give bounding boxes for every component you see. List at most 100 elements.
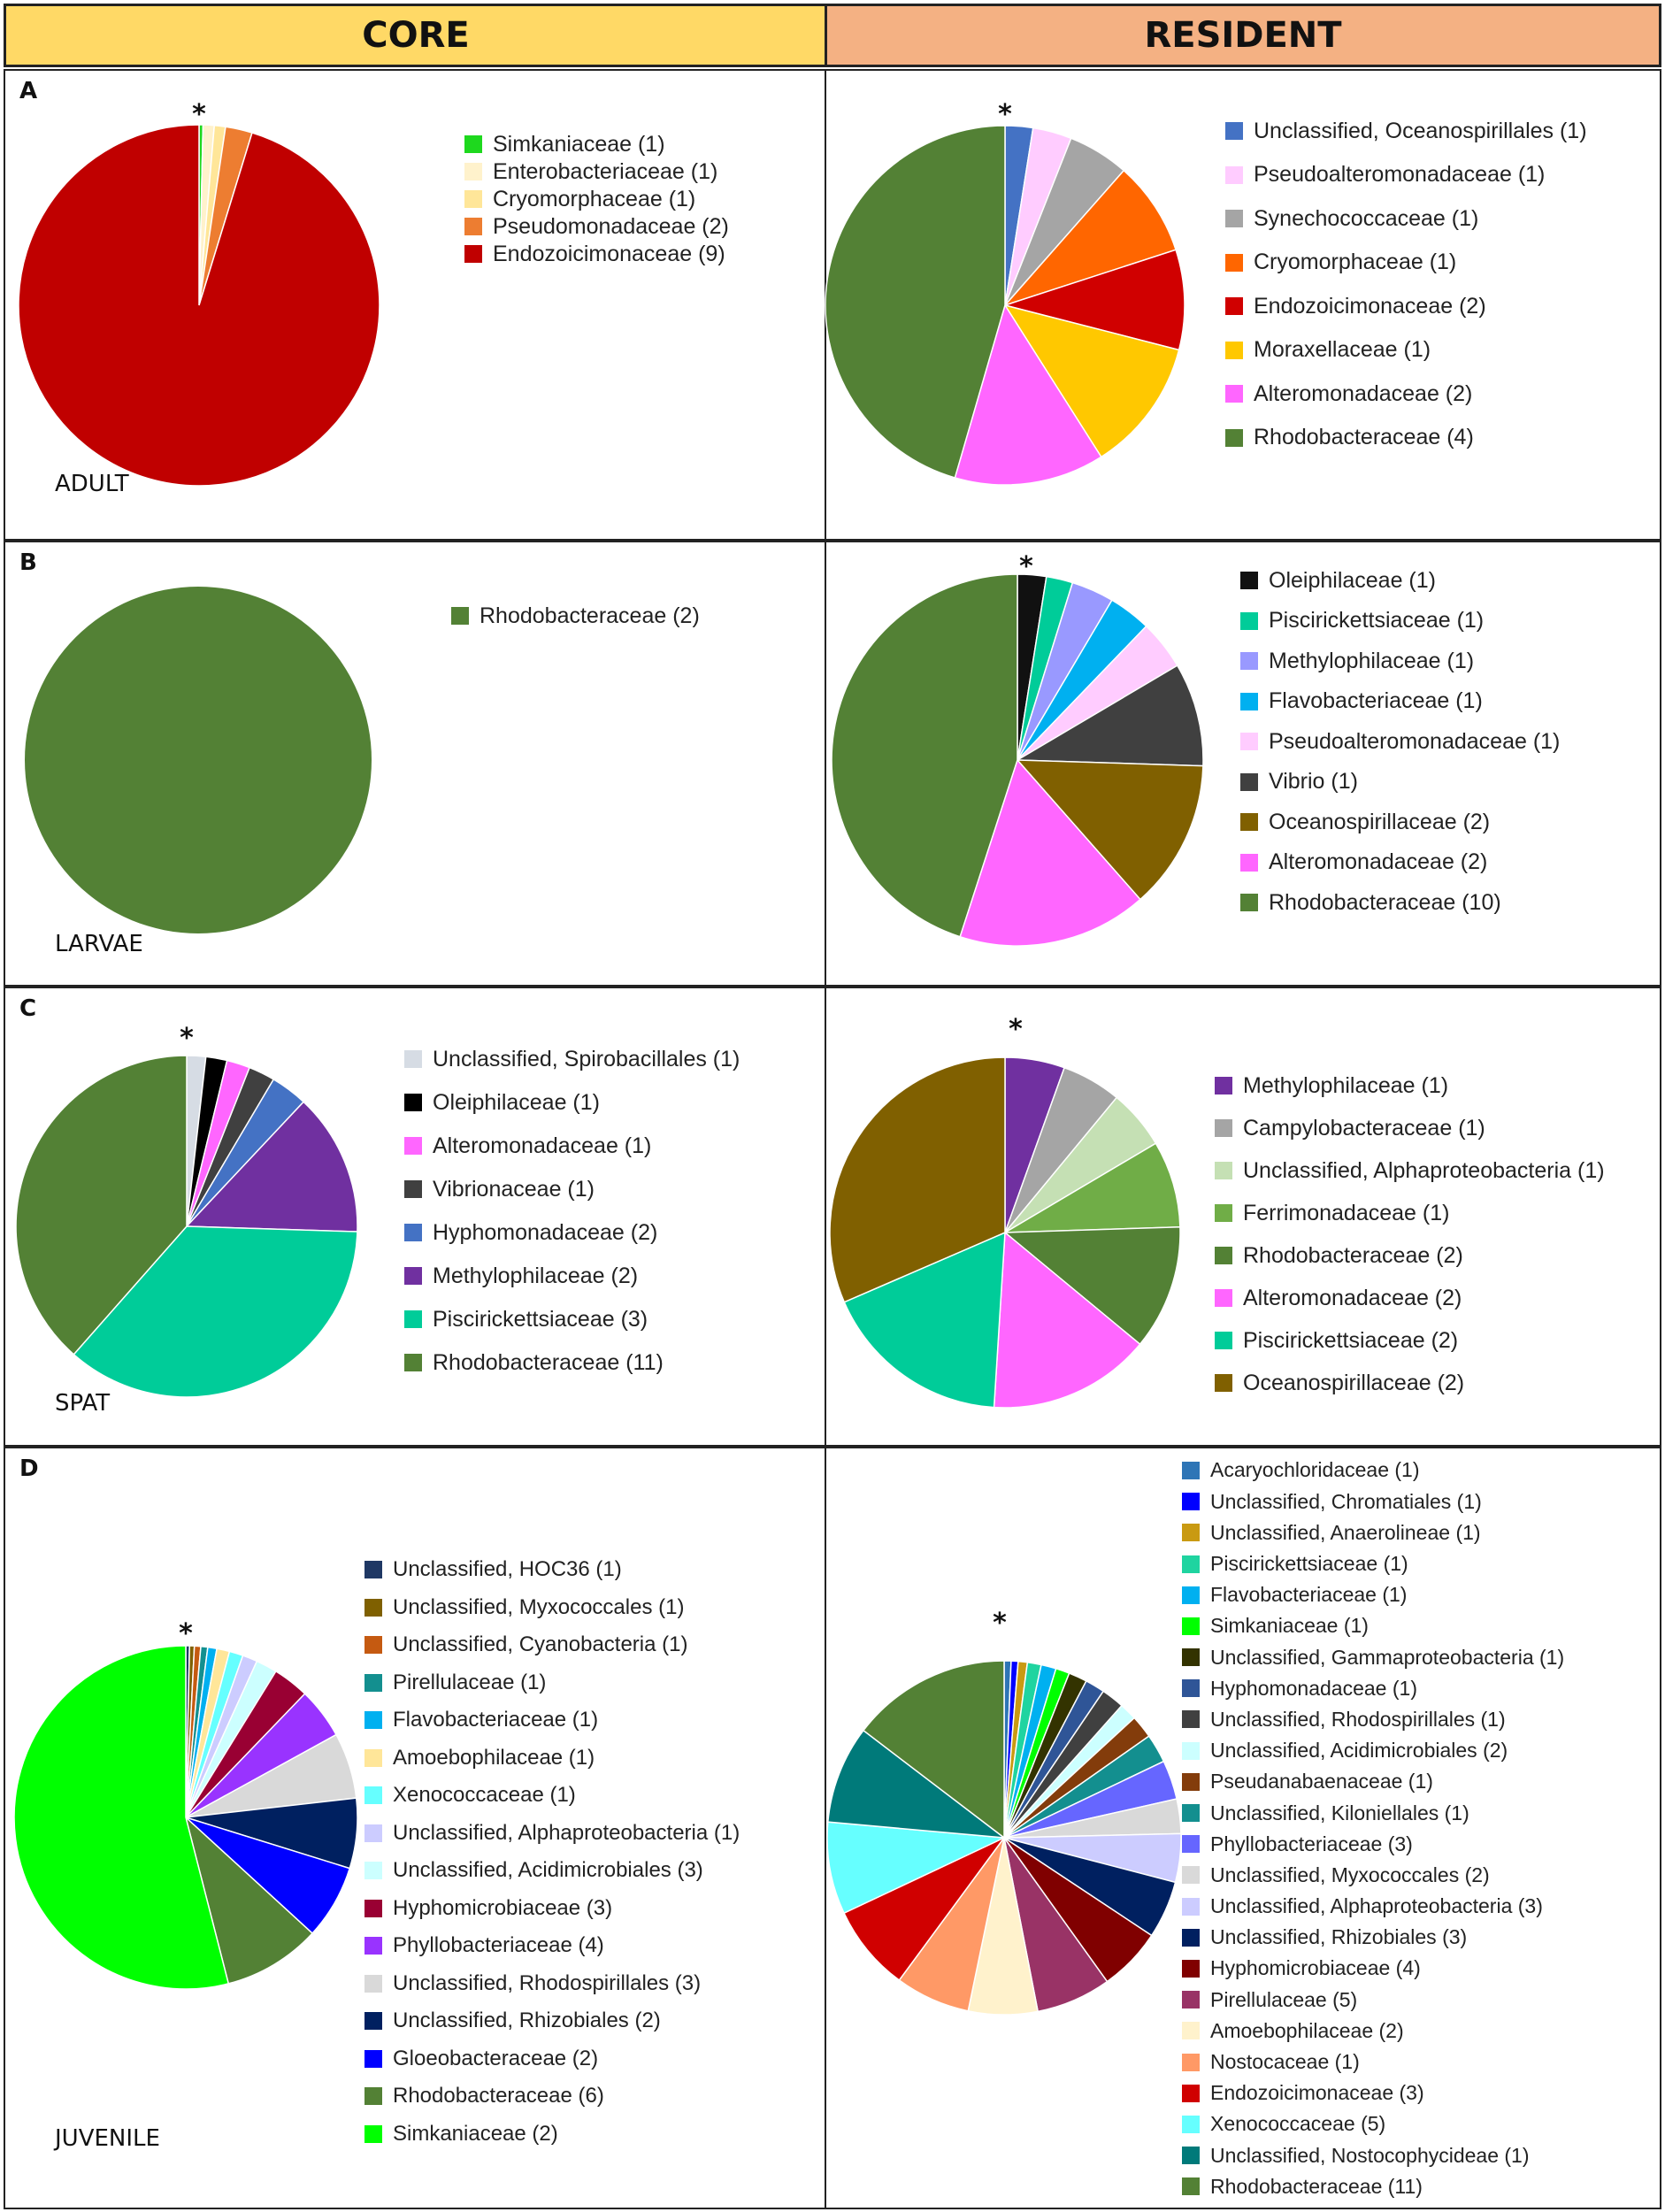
legend-item: Rhodobacteraceae (2) (1215, 1234, 1605, 1277)
legend-item: Phyllobacteriaceae (4) (364, 1927, 740, 1965)
panel-letter: D (19, 1455, 39, 1482)
legend-item: Ferrimonadaceae (1) (1215, 1192, 1605, 1234)
pie-slice (1002, 1226, 1181, 1346)
legend-swatch (364, 1786, 382, 1804)
legend-item: Unclassified, Spirobacillales (1) (404, 1038, 740, 1081)
legend-label: Rhodobacteraceae (4) (1254, 425, 1474, 449)
legend-item: Unclassified, Nostocophycideae (1) (1182, 2140, 1564, 2171)
core-header: CORE (4, 4, 828, 67)
legend-label: Rhodobacteraceae (11) (433, 1349, 664, 1375)
legend-item: Unclassified, Myxococcales (2) (1182, 1860, 1564, 1891)
legend-item: Piscirickettsiaceae (2) (1215, 1319, 1605, 1362)
legend-item: Rhodobacteraceae (10) (1240, 882, 1560, 923)
legend-swatch (364, 1899, 382, 1917)
legend-item: Oceanospirillaceae (2) (1240, 802, 1560, 842)
legend-label: Campylobacteraceae (1) (1243, 1115, 1485, 1141)
legend-swatch (1182, 1710, 1200, 1729)
legend-swatch (1240, 853, 1258, 872)
pie-slice (1003, 303, 1180, 458)
pie-slice (843, 1231, 1006, 1409)
legend-item: Unclassified, Alphaproteobacteria (1) (1215, 1149, 1605, 1192)
pie-b-res: * (831, 551, 1204, 947)
legend-label: Phyllobacteriaceae (3) (1210, 1832, 1413, 1855)
legend-swatch (404, 1050, 422, 1068)
legend-swatch (1182, 1524, 1200, 1542)
panel-c-res (825, 987, 1661, 1447)
legend-swatch (1215, 1119, 1232, 1137)
legend-label: Piscirickettsiaceae (2) (1243, 1327, 1459, 1353)
legend-item: Piscirickettsiaceae (1) (1240, 601, 1560, 641)
legend-item: Unclassified, Kiloniellales (1) (1182, 1797, 1564, 1828)
legend-item: Vibrionaceae (1) (404, 1168, 740, 1211)
legend-swatch (1182, 1648, 1200, 1667)
legend-label: Flavobacteriaceae (1) (1210, 1583, 1408, 1607)
legend-item: Rhodobacteraceae (11) (404, 1341, 740, 1385)
legend-item: Unclassified, Anaerolineae (1) (1182, 1517, 1564, 1548)
legend-label: Unclassified, Rhizobiales (3) (1210, 1925, 1468, 1949)
legend-label: Rhodobacteraceae (11) (1210, 2174, 1423, 2198)
legend-b-res: Oleiphilaceae (1) Piscirickettsiaceae (1)… (1240, 560, 1560, 923)
stage-label: LARVAE (55, 931, 143, 957)
legend-item: Unclassified, Rhizobiales (3) (1182, 1922, 1564, 1953)
legend-item: Flavobacteriaceae (1) (364, 1701, 740, 1740)
legend-swatch (364, 1561, 382, 1578)
legend-swatch (1215, 1162, 1232, 1179)
legend-swatch (404, 1310, 422, 1328)
legend-swatch (464, 245, 482, 263)
legend-swatch (1182, 1991, 1200, 2009)
legend-label: Ferrimonadaceae (1) (1243, 1200, 1450, 1225)
legend-swatch (1215, 1247, 1232, 1264)
legend-item: Rhodobacteraceae (11) (1182, 2171, 1564, 2202)
legend-swatch (404, 1267, 422, 1285)
legend-swatch (404, 1094, 422, 1111)
legend-item: Gloeobacteraceae (2) (364, 2039, 740, 2078)
asterisk-marker: * (998, 99, 1012, 130)
legend-item: Xenococcaceae (5) (1182, 2108, 1564, 2139)
legend-item: Pseudanabaenaceae (1) (1182, 1766, 1564, 1797)
legend-item: Simkaniaceae (1) (464, 131, 729, 158)
legend-swatch (1240, 611, 1258, 630)
pie-slice (73, 1225, 358, 1398)
pie-slice (25, 587, 372, 933)
legend-swatch (1182, 1555, 1200, 1573)
stage-label: JUVENILE (55, 2125, 160, 2152)
legend-swatch (364, 2049, 382, 2068)
legend-label: Simkaniaceae (1) (493, 131, 665, 157)
pie-slice (843, 1837, 1005, 1982)
legend-swatch (1182, 2084, 1200, 2102)
legend-swatch (364, 2012, 382, 2030)
pie-slice (184, 1815, 314, 1985)
pie-d-core: * (13, 1618, 358, 1990)
legend-swatch (1215, 1374, 1232, 1392)
legend-swatch (364, 1824, 382, 1842)
legend-label: Unclassified, Myxococcales (1) (393, 1594, 685, 1619)
pie-slice (185, 1101, 358, 1233)
legend-item: Unclassified, HOC36 (1) (364, 1551, 740, 1589)
legend-swatch (1215, 1204, 1232, 1222)
legend-label: Flavobacteriaceae (1) (393, 1708, 599, 1732)
legend-swatch (1182, 2022, 1200, 2040)
legend-item: Unclassified, Alphaproteobacteria (3) (1182, 1891, 1564, 1922)
panel-letter: A (19, 78, 38, 104)
legend-swatch (1182, 2115, 1200, 2133)
legend-item: Oleiphilaceae (1) (1240, 560, 1560, 601)
legend-swatch (1225, 297, 1243, 315)
legend-label: Unclassified, Rhodospirillales (3) (393, 1970, 702, 1995)
legend-swatch (1182, 1959, 1200, 1978)
legend-label: Unclassified, Oceanospirillales (1) (1254, 118, 1587, 143)
legend-swatch (1182, 1928, 1200, 1947)
panel-letter: B (19, 549, 37, 576)
legend-a-res: Unclassified, Oceanospirillales (1) Pseud… (1225, 109, 1587, 459)
legend-swatch (1215, 1289, 1232, 1307)
legend-label: Nostocaceae (1) (1210, 2050, 1360, 2074)
pie-slice (1016, 759, 1204, 901)
legend-swatch (1225, 210, 1243, 227)
legend-label: Methylophilaceae (2) (433, 1263, 639, 1288)
pie-c-core: * (15, 1023, 358, 1398)
legend-label: Methylophilaceae (1) (1269, 648, 1475, 673)
legend-item: Hyphomicrobiaceae (3) (364, 1889, 740, 1927)
stage-label: SPAT (55, 1390, 111, 1417)
legend-label: Alteromonadaceae (1) (433, 1133, 652, 1158)
pie-a-core: * (18, 99, 380, 487)
legend-swatch (1182, 2053, 1200, 2071)
